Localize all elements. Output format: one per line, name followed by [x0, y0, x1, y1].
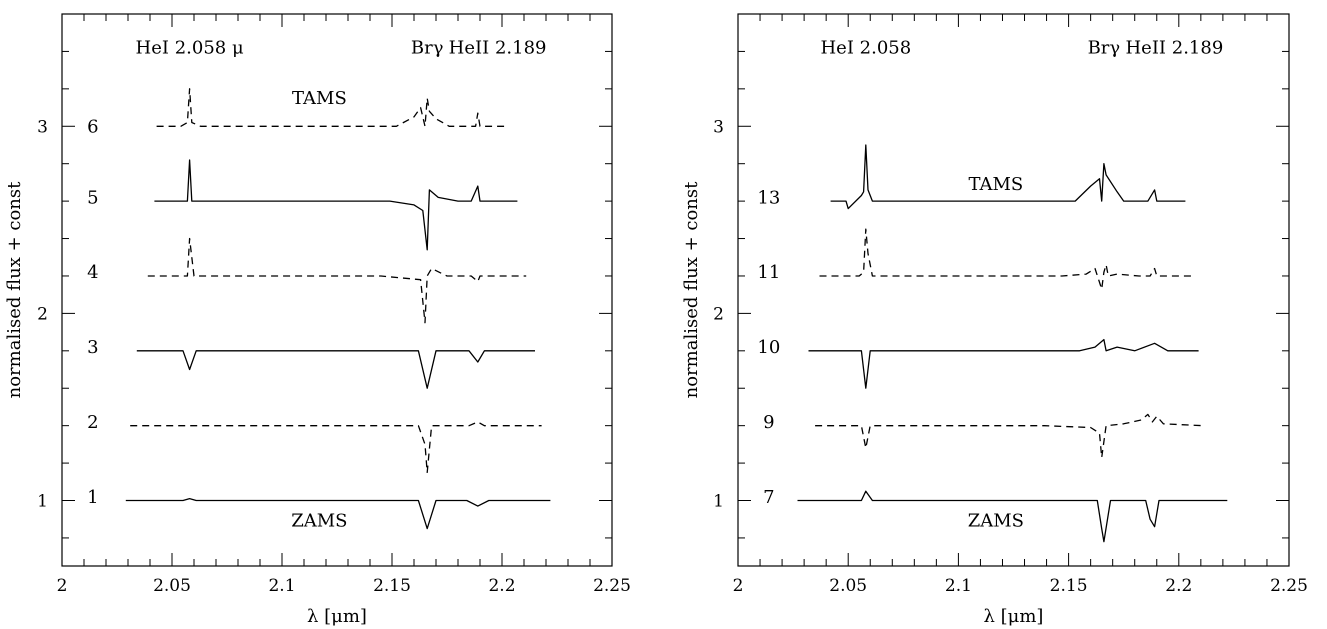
- annotation-label: HeII 2.189: [449, 37, 547, 58]
- annotation-label: HeII 2.189: [1125, 37, 1223, 58]
- annotation-label: HeI 2.058: [820, 37, 911, 58]
- annotation-label: Brγ: [411, 37, 444, 58]
- x-tick-label: 2.1: [268, 576, 295, 596]
- y-axis-label: normalised flux + const: [681, 181, 702, 399]
- annotation-label: ZAMS: [968, 511, 1024, 532]
- y-tick-label: 3: [37, 117, 48, 137]
- annotation-label: TAMS: [968, 174, 1023, 195]
- x-axis-label: λ [μm]: [984, 606, 1044, 627]
- x-tick-label: 2.1: [945, 576, 972, 596]
- spectrum-line-1: [125, 497, 551, 530]
- series-label: 5: [87, 187, 98, 208]
- annotation-label: Brγ: [1088, 37, 1121, 58]
- x-tick-label: 2.15: [1050, 576, 1088, 596]
- spectrum-line-13: [830, 144, 1186, 210]
- x-tick-label: 2: [733, 576, 744, 596]
- x-axis-label: λ [μm]: [307, 606, 367, 627]
- spectrum-line-3: [136, 350, 535, 389]
- annotation-label: ZAMS: [291, 511, 347, 532]
- series-label: 4: [87, 262, 98, 283]
- y-tick-label: 3: [713, 117, 724, 137]
- annotation-label: HeI 2.058 μ: [136, 37, 244, 58]
- right-panel: 2 2.05 2.1 2.15 2.2 2.25 1 2 3 λ [μm] normalised f…: [681, 13, 1308, 627]
- series-label: 1: [87, 487, 98, 508]
- spectrum-line-4: [147, 237, 527, 324]
- series-label: 7: [763, 487, 774, 508]
- left-panel: 2 2.05 2.1 2.15 2.2 2.25 1 2 3 λ [μm] normalised f…: [4, 13, 631, 627]
- series-label: 13: [757, 187, 780, 208]
- series-label: 2: [87, 412, 98, 433]
- spectrum-line-9: [815, 413, 1204, 459]
- plot-frame: [61, 13, 613, 567]
- x-tick-label: 2.25: [593, 576, 631, 596]
- x-tick-label: 2.15: [373, 576, 411, 596]
- x-tick-label: 2: [57, 576, 68, 596]
- series-label: 3: [87, 337, 98, 358]
- y-tick-label: 1: [37, 492, 48, 512]
- plot-frame: [737, 13, 1290, 567]
- x-tick-label: 2.2: [1165, 576, 1192, 596]
- y-axis-label: normalised flux + const: [4, 181, 25, 399]
- series-label: 9: [763, 412, 774, 433]
- x-tick-label: 2.05: [829, 576, 867, 596]
- spectrum-line-10: [808, 338, 1199, 389]
- spectrum-line-7: [797, 490, 1228, 543]
- spectrum-line-2: [130, 421, 542, 474]
- spectrum-line-6: [156, 88, 509, 127]
- y-tick-label: 2: [713, 304, 724, 324]
- x-tick-label: 2.05: [153, 576, 191, 596]
- spectrum-line-11: [819, 228, 1195, 290]
- series-label: 6: [87, 116, 98, 137]
- y-tick-label: 1: [713, 492, 724, 512]
- spectrum-line-5: [154, 159, 518, 251]
- x-tick-label: 2.2: [488, 576, 515, 596]
- series-label: 10: [757, 337, 780, 358]
- x-tick-label: 2.25: [1270, 576, 1308, 596]
- annotation-label: TAMS: [292, 88, 347, 109]
- y-tick-label: 2: [37, 304, 48, 324]
- series-label: 11: [757, 262, 780, 283]
